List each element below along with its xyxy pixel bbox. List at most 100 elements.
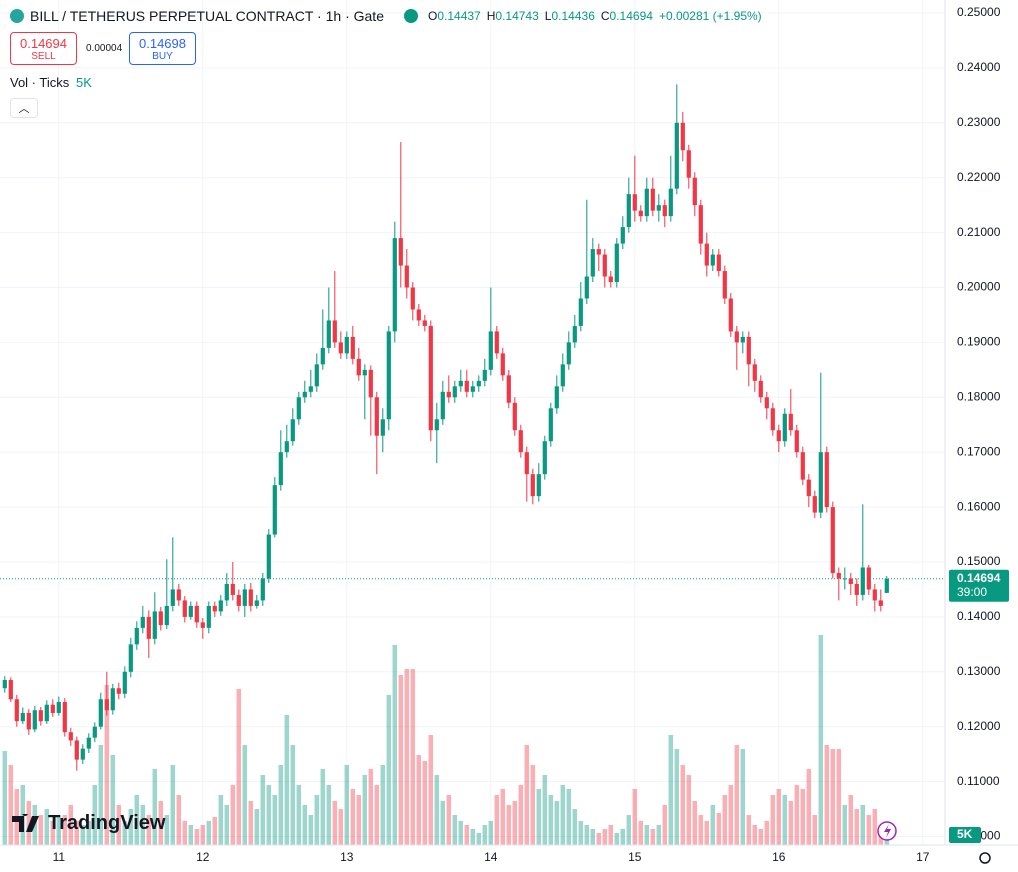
volume-bar	[470, 829, 476, 845]
volume-bar	[566, 789, 572, 845]
candle-body	[302, 391, 307, 398]
candle-body	[200, 622, 205, 628]
volume-bar	[746, 815, 752, 845]
candle-body	[500, 353, 505, 376]
ohlc-item: L0.14436	[545, 9, 595, 23]
volume-bar	[422, 761, 428, 845]
candle-body	[422, 320, 427, 326]
candle-body	[494, 331, 499, 354]
candle-body	[644, 188, 649, 217]
volume-bar	[548, 795, 554, 845]
candle-body	[650, 188, 655, 211]
candle-body	[320, 347, 325, 365]
volume-bar	[362, 775, 368, 845]
volume-bar	[596, 833, 602, 845]
volume-bar	[416, 755, 422, 845]
volume-bar	[338, 809, 344, 845]
ohlc-item: H0.14743	[487, 9, 539, 23]
sell-button[interactable]: 0.14694 SELL	[10, 32, 77, 65]
candle-body	[536, 474, 541, 497]
collapse-button[interactable]: ︿	[10, 98, 38, 118]
volume-bar	[512, 801, 518, 845]
candle-body	[20, 712, 25, 722]
candle-body	[206, 605, 211, 628]
y-tick-label: 0.12000	[957, 719, 1001, 733]
volume-bar	[230, 785, 236, 845]
candle-body	[224, 583, 229, 601]
candle-body	[872, 589, 877, 601]
volume-bar	[236, 689, 242, 845]
candle-body	[458, 380, 463, 387]
candle-body	[548, 408, 553, 442]
volume-bar	[20, 785, 26, 845]
buy-button[interactable]: 0.14698 BUY	[129, 32, 196, 65]
volume-legend-value: 5K	[76, 75, 92, 90]
candle-body	[554, 386, 559, 409]
candle-body	[176, 589, 181, 601]
volume-bar	[860, 805, 866, 845]
x-tick-label: 11	[53, 850, 66, 864]
candle-body	[638, 210, 643, 217]
volume-bar	[554, 801, 560, 845]
volume-bar	[866, 815, 872, 845]
volume-bar	[872, 809, 878, 845]
volume-bar	[716, 813, 722, 845]
candle-body	[740, 336, 745, 343]
candle-body	[668, 188, 673, 217]
volume-bar	[290, 745, 296, 845]
candle-body	[158, 611, 163, 626]
candle-body	[410, 287, 415, 310]
volume-bar	[476, 833, 482, 845]
candle-body	[842, 578, 847, 580]
volume-bar	[68, 805, 74, 845]
volume-bar	[590, 829, 596, 845]
volume-bar	[44, 809, 50, 845]
volume-bar	[314, 795, 320, 845]
y-tick-label: 0.20000	[957, 280, 1001, 294]
volume-bar	[656, 825, 662, 845]
candle-body	[770, 408, 775, 431]
symbol-title[interactable]: BILL / TETHERUS PERPETUAL CONTRACT · 1h …	[30, 8, 384, 24]
volume-bar	[530, 765, 536, 845]
candle-body	[2, 680, 7, 689]
candle-body	[236, 594, 241, 606]
volume-bar	[206, 821, 212, 845]
candle-body	[212, 605, 217, 612]
volume-bar	[92, 785, 98, 845]
candle-body	[266, 534, 271, 579]
volume-bar	[734, 745, 740, 845]
candle-body	[746, 336, 751, 365]
candle-body	[854, 583, 859, 595]
candle-body	[716, 254, 721, 272]
volume-bar	[116, 805, 122, 845]
volume-bar	[500, 789, 506, 845]
candle-body	[284, 441, 289, 453]
volume-bar	[104, 685, 110, 845]
candle-body	[308, 386, 313, 392]
visibility-icon[interactable]	[404, 9, 418, 23]
spread: 0.00004	[86, 43, 123, 54]
candle-body	[860, 567, 865, 595]
volume-bar	[194, 829, 200, 845]
volume-bar	[584, 825, 590, 845]
candle-body	[314, 364, 319, 387]
candle-body	[542, 441, 547, 475]
volume-bar	[776, 789, 782, 845]
ohlc-change: +0.00281 (+1.95%)	[658, 9, 762, 23]
volume-bar	[176, 795, 182, 845]
candle-body	[602, 254, 607, 277]
volume-bar	[182, 821, 188, 845]
volume-bar	[98, 745, 104, 845]
volume-bar	[494, 795, 500, 845]
volume-bar	[524, 745, 530, 845]
candle-body	[128, 644, 133, 672]
candle-body	[50, 704, 55, 713]
symbol-icon	[10, 9, 24, 23]
volume-bar	[842, 805, 848, 845]
candle-body	[506, 375, 511, 403]
candle-body	[182, 600, 187, 617]
volume-bar	[404, 669, 410, 845]
candle-body	[374, 397, 379, 436]
ohlc-item: C0.14694	[601, 9, 653, 23]
volume-bar	[698, 815, 704, 845]
